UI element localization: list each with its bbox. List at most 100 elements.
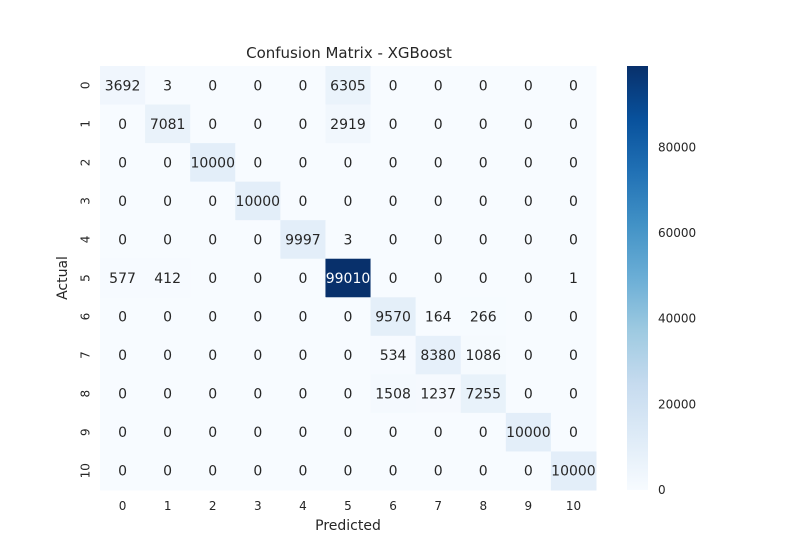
heatmap-cell bbox=[325, 374, 372, 414]
heatmap-cell bbox=[235, 66, 281, 106]
cell-value-label: 0 bbox=[298, 271, 307, 287]
x-tick-label: 8 bbox=[479, 499, 487, 513]
heatmap-cell bbox=[370, 220, 417, 260]
heatmap-cell bbox=[550, 412, 597, 452]
cell-value-label: 7255 bbox=[465, 387, 501, 403]
y-tick-label: 4 bbox=[79, 236, 93, 244]
cell-value-label: 0 bbox=[163, 387, 172, 403]
heatmap-cell bbox=[550, 104, 597, 144]
cell-value-label: 1086 bbox=[465, 348, 501, 364]
cell-value-label: 0 bbox=[253, 348, 262, 364]
heatmap-cell bbox=[370, 451, 417, 491]
heatmap-cell bbox=[370, 181, 417, 221]
y-tick-label: 5 bbox=[79, 274, 93, 282]
cell-value-label: 0 bbox=[524, 117, 533, 133]
cell-value-label: 0 bbox=[253, 310, 262, 326]
colorbar-tick-label: 60000 bbox=[658, 226, 696, 240]
heatmap-cell bbox=[280, 143, 326, 183]
heatmap-cell bbox=[235, 297, 281, 337]
heatmap-cell bbox=[370, 66, 417, 106]
cell-value-label: 3692 bbox=[105, 78, 141, 94]
cell-value-label: 0 bbox=[163, 464, 172, 480]
y-tick-label: 9 bbox=[79, 428, 93, 436]
cell-value-label: 577 bbox=[109, 271, 136, 287]
cell-value-label: 0 bbox=[524, 78, 533, 94]
heatmap-cell bbox=[235, 181, 281, 221]
heatmap-cell bbox=[190, 297, 236, 337]
heatmap-cell bbox=[100, 143, 146, 183]
heatmap-cell bbox=[235, 104, 281, 144]
heatmap-cell bbox=[145, 297, 191, 337]
heatmap-cell bbox=[190, 374, 236, 414]
heatmap-cell bbox=[505, 258, 552, 298]
cell-value-label: 9570 bbox=[375, 310, 411, 326]
heatmap-cell bbox=[100, 412, 146, 452]
heatmap-cell bbox=[100, 258, 146, 298]
heatmap-cell bbox=[280, 335, 326, 375]
heatmap-cell bbox=[280, 451, 326, 491]
heatmap-cell bbox=[415, 297, 462, 337]
cell-value-label: 7081 bbox=[150, 117, 186, 133]
cell-value-label: 0 bbox=[389, 271, 398, 287]
heatmap-cell bbox=[325, 451, 372, 491]
heatmap-cell bbox=[505, 104, 552, 144]
cell-value-label: 0 bbox=[344, 348, 353, 364]
cell-value-label: 0 bbox=[298, 78, 307, 94]
heatmap-cell bbox=[505, 335, 552, 375]
y-tick-label: 1 bbox=[79, 120, 93, 128]
cell-value-label: 0 bbox=[389, 194, 398, 210]
cell-value-label: 0 bbox=[434, 232, 443, 248]
colorbar-tick-label: 20000 bbox=[658, 397, 696, 411]
cell-value-label: 0 bbox=[434, 194, 443, 210]
heatmap-cell bbox=[460, 374, 507, 414]
heatmap-cell bbox=[100, 220, 146, 260]
cell-value-label: 0 bbox=[569, 348, 578, 364]
cell-value-label: 0 bbox=[524, 232, 533, 248]
cell-value-label: 0 bbox=[479, 271, 488, 287]
cell-value-label: 164 bbox=[425, 310, 452, 326]
heatmap-cell bbox=[190, 143, 236, 183]
x-tick-label: 2 bbox=[209, 499, 217, 513]
heatmap-cell bbox=[190, 181, 236, 221]
y-tick-labels: 0 1 2 3 4 5 6 7 8 9 10 bbox=[79, 81, 93, 478]
heatmap-cell bbox=[190, 258, 236, 298]
cell-value-label: 0 bbox=[118, 464, 127, 480]
heatmap-cell bbox=[505, 297, 552, 337]
y-tick-label: 6 bbox=[79, 313, 93, 321]
heatmap-cell bbox=[505, 181, 552, 221]
x-tick-label: 5 bbox=[344, 499, 352, 513]
heatmap-cell bbox=[460, 220, 507, 260]
cell-value-label: 0 bbox=[569, 387, 578, 403]
cell-value-label: 0 bbox=[163, 425, 172, 441]
heatmap-cell bbox=[415, 412, 462, 452]
heatmap-cell bbox=[550, 181, 597, 221]
heatmap-cell bbox=[145, 412, 191, 452]
cell-value-label: 8380 bbox=[420, 348, 456, 364]
heatmap-cell bbox=[325, 104, 372, 144]
heatmap-cell bbox=[235, 451, 281, 491]
heatmap-cell bbox=[415, 143, 462, 183]
cell-value-label: 412 bbox=[154, 271, 181, 287]
cell-value-label: 0 bbox=[118, 155, 127, 171]
cell-value-label: 99010 bbox=[326, 271, 371, 287]
cell-value-label: 0 bbox=[208, 194, 217, 210]
cell-value-label: 0 bbox=[524, 387, 533, 403]
heatmap-cell bbox=[415, 451, 462, 491]
heatmap-cell bbox=[145, 451, 191, 491]
y-tick-label: 0 bbox=[79, 81, 93, 89]
heatmap-cell bbox=[145, 181, 191, 221]
cell-value-label: 0 bbox=[163, 232, 172, 248]
cell-value-label: 0 bbox=[298, 387, 307, 403]
heatmap-cell bbox=[325, 220, 372, 260]
cell-value-label: 0 bbox=[163, 155, 172, 171]
heatmap-cell bbox=[235, 220, 281, 260]
cell-value-label: 0 bbox=[208, 232, 217, 248]
heatmap-cell bbox=[280, 220, 326, 260]
cell-value-label: 0 bbox=[569, 155, 578, 171]
x-tick-label: 3 bbox=[254, 499, 262, 513]
cell-value-label: 0 bbox=[569, 194, 578, 210]
cell-value-label: 0 bbox=[524, 155, 533, 171]
heatmap-cell bbox=[145, 335, 191, 375]
cell-value-label: 0 bbox=[434, 155, 443, 171]
